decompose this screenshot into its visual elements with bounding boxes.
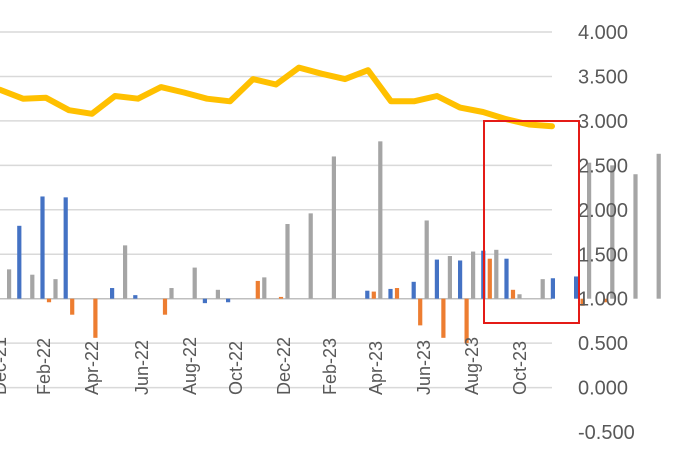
bar — [371, 291, 376, 299]
bar — [540, 279, 545, 299]
bar — [494, 249, 499, 299]
bar — [517, 294, 522, 299]
bar — [53, 279, 58, 299]
bar — [169, 288, 174, 299]
highlight-box — [483, 120, 580, 324]
bar — [40, 196, 45, 299]
bar — [458, 260, 463, 299]
y-tick-label: 4.000 — [578, 22, 628, 44]
bar — [411, 281, 416, 299]
bar — [133, 295, 138, 299]
bar — [46, 298, 52, 303]
bar — [603, 298, 608, 303]
y-tick-label: 0.000 — [578, 378, 628, 400]
bar — [378, 141, 383, 299]
y-tick-label: 2.000 — [578, 200, 628, 222]
bar — [656, 153, 661, 299]
bar — [574, 276, 579, 299]
bar-series — [7, 141, 661, 344]
x-tick-label: Feb-22 — [34, 338, 54, 395]
bar — [633, 174, 638, 299]
x-axis-ticks: Dec-21 Feb-22 Apr-22 Jun-22 Aug-22 Oct-22 Dec-… — [0, 337, 530, 395]
bar — [162, 298, 168, 315]
gridlines — [0, 31, 552, 389]
bar — [365, 290, 370, 299]
bar — [441, 298, 446, 338]
bar — [471, 251, 476, 299]
bar — [123, 245, 128, 299]
x-tick-label: Jun-22 — [132, 340, 152, 395]
bar — [388, 288, 393, 299]
x-tick-label: Apr-23 — [366, 341, 386, 395]
bar — [424, 220, 429, 299]
bar — [285, 224, 290, 299]
line-series — [0, 64, 555, 130]
bar — [394, 288, 400, 299]
x-tick-label: Aug-22 — [180, 337, 200, 395]
bar — [215, 289, 220, 299]
line-series-path — [0, 64, 555, 130]
bar — [262, 277, 267, 299]
bar — [278, 296, 284, 299]
bar — [331, 156, 336, 299]
x-tick-label: Jun-23 — [414, 340, 434, 395]
bar — [487, 258, 492, 299]
bar — [192, 267, 197, 299]
bar — [63, 197, 68, 299]
bar — [580, 298, 585, 306]
x-tick-label: Aug-23 — [462, 337, 482, 395]
y-tick-label: 0.500 — [578, 333, 628, 355]
bar — [17, 225, 22, 299]
bar — [418, 298, 423, 326]
bar — [610, 165, 615, 299]
bar — [93, 298, 98, 338]
bar — [504, 258, 509, 299]
bar — [70, 298, 75, 315]
bar — [255, 280, 260, 299]
x-tick-label: Apr-22 — [82, 341, 102, 395]
y-tick-label: 1.500 — [578, 244, 628, 266]
annotation-overlay — [483, 120, 580, 324]
bar — [434, 259, 439, 299]
x-tick-label: Dec-22 — [274, 337, 294, 395]
y-tick-label: 1.000 — [578, 289, 628, 311]
x-tick-label: Oct-23 — [510, 341, 530, 395]
bar — [7, 269, 12, 299]
bar — [587, 162, 592, 299]
bar — [447, 256, 452, 299]
bar — [226, 298, 231, 303]
bar — [550, 278, 555, 299]
bar — [110, 288, 115, 299]
x-tick-label: Oct-22 — [226, 341, 246, 395]
x-tick-label: Dec-21 — [0, 337, 10, 395]
bar — [464, 298, 469, 344]
bar — [308, 213, 313, 299]
bar — [202, 298, 207, 304]
x-tick-label: Feb-23 — [320, 338, 340, 395]
y-tick-label: 2.500 — [578, 155, 628, 177]
y-axis-ticks: 4.000 3.500 3.000 2.500 2.000 1.500 1.000 0.500… — [578, 22, 635, 444]
bar — [510, 289, 516, 299]
bar — [30, 274, 35, 299]
y-tick-label: 3.500 — [578, 66, 628, 88]
y-tick-label: 3.000 — [578, 111, 628, 133]
y-tick-label: -0.500 — [578, 422, 635, 444]
